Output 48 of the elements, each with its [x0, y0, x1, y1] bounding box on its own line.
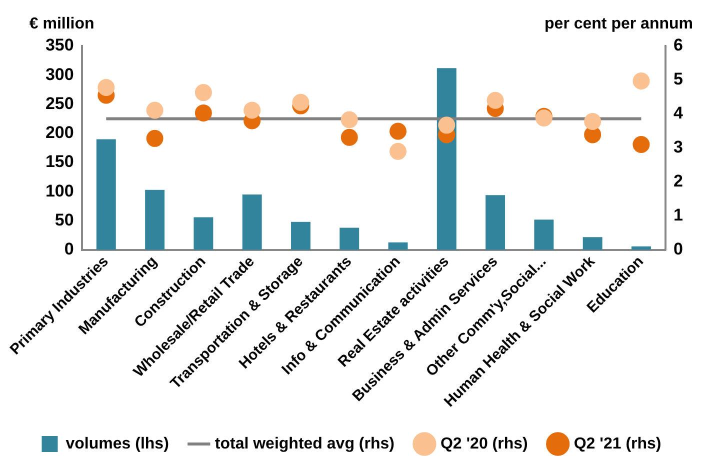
bar — [582, 237, 602, 250]
bar — [96, 139, 116, 250]
bar — [436, 68, 456, 250]
point — [340, 111, 358, 128]
point — [438, 116, 456, 134]
legend-label: total weighted avg (rhs) — [214, 435, 394, 452]
y2-tick-label: 3 — [674, 138, 684, 157]
point — [632, 72, 650, 90]
y-tick-label: 100 — [45, 181, 74, 200]
bar — [145, 190, 165, 250]
bar — [194, 217, 214, 250]
point — [486, 92, 504, 109]
point — [390, 122, 407, 140]
bar — [534, 220, 554, 250]
point — [340, 128, 358, 146]
point — [632, 136, 650, 154]
bar — [290, 222, 310, 250]
bar — [388, 242, 408, 250]
point — [390, 142, 407, 160]
y2-tick-label: 1 — [674, 206, 684, 225]
y2-axis-title: per cent per annum — [544, 15, 693, 32]
point — [146, 102, 164, 119]
y-tick-label: 250 — [45, 94, 74, 113]
y2-tick-label: 2 — [674, 172, 684, 191]
y-tick-label: 350 — [45, 36, 74, 55]
y2-tick-label: 5 — [674, 70, 684, 89]
point — [244, 102, 261, 119]
y-tick-label: 150 — [45, 152, 74, 172]
point — [584, 112, 602, 130]
y-tick-label: 200 — [45, 123, 74, 142]
y-tick-label: 0 — [64, 240, 74, 259]
point — [194, 84, 212, 102]
legend-label: Q2 '21 (rhs) — [574, 435, 662, 452]
y-tick-label: 300 — [45, 64, 74, 84]
point — [194, 104, 212, 122]
y2-tick-label: 4 — [674, 104, 684, 123]
legend-label: Q2 '20 (rhs) — [440, 435, 528, 452]
legend-label: volumes (lhs) — [66, 435, 169, 452]
y2-tick-label: 0 — [674, 240, 684, 259]
bar — [486, 195, 506, 250]
y2-tick-label: 6 — [674, 36, 684, 55]
y-tick-label: 50 — [54, 210, 74, 230]
point — [292, 94, 310, 111]
bar — [242, 194, 262, 250]
y-axis-title: € million — [29, 15, 94, 32]
bar — [340, 228, 360, 250]
point — [98, 78, 115, 96]
point — [146, 130, 164, 147]
